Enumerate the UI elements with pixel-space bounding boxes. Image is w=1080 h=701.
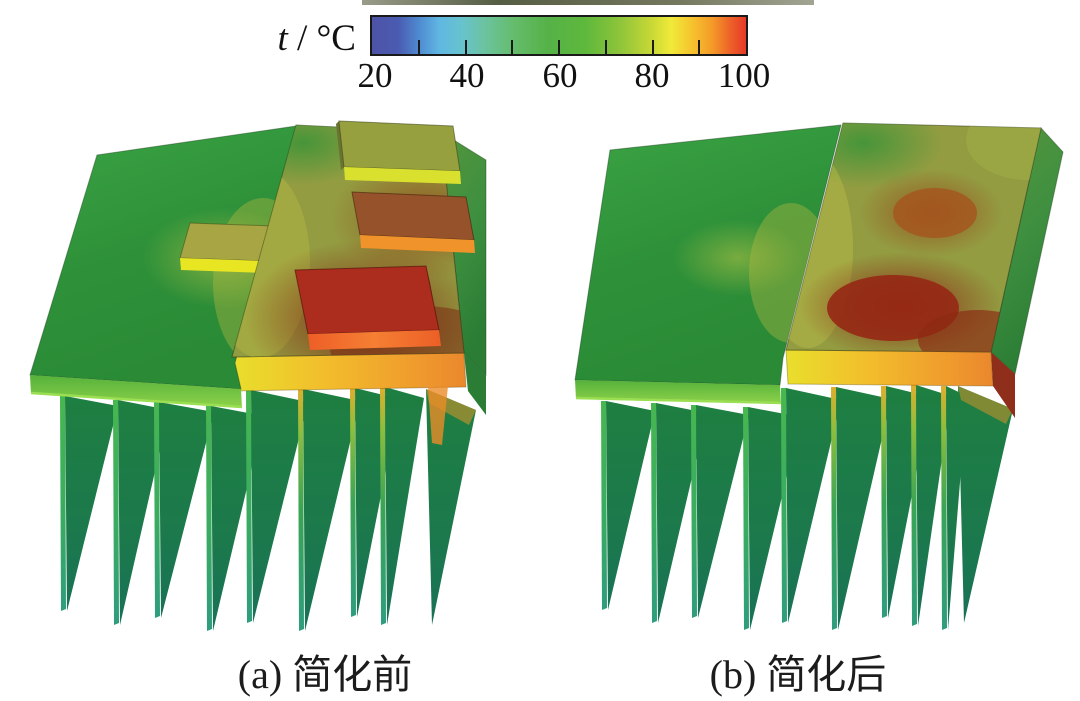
colorbar-tick-label: 60 [542, 56, 578, 95]
colorbar-minor-tick [698, 40, 701, 54]
heatsink-a-chip-middle [351, 191, 475, 253]
colorbar-minor-tick [604, 40, 607, 54]
heatsink-b-substrate-corner [991, 352, 1015, 418]
colorbar-tick-labels: 20 40 60 80 100 [355, 56, 775, 96]
heatsink-a-chip-back [336, 120, 461, 184]
heatsink-rendering-before [29, 120, 487, 631]
heatsink-b-substrate-front [785, 349, 994, 387]
heatsink-b-hotspot-upper [859, 169, 1003, 257]
colorbar [370, 15, 748, 56]
heatsink-a-small-block [179, 222, 275, 273]
caption-panel-b: (b) 简化后 [709, 652, 887, 697]
colorbar-tick-label: 40 [449, 56, 485, 95]
colorbar-title: t / °C [248, 19, 356, 59]
heatsink-b-fins [601, 385, 1013, 630]
heatsink-rendering-after [574, 122, 1064, 630]
heatsink-b-edge-fin [958, 386, 1013, 623]
heatsink-a-substrate-front [231, 352, 467, 392]
colorbar-symbol: t [277, 18, 288, 59]
colorbar-tick-label: 100 [717, 56, 771, 95]
colorbar-separator: / [287, 18, 317, 59]
colorbar-tick-label: 80 [634, 56, 670, 95]
cropped-artifact-strip [362, 0, 814, 5]
colorbar-minor-tick [417, 40, 420, 54]
colorbar-minor-tick [558, 40, 560, 54]
colorbar-unit: °C [316, 18, 356, 59]
colorbar-tick-label: 20 [357, 56, 393, 95]
heatsink-a-fins [60, 387, 476, 631]
heatsink-a-edge-fin [426, 389, 476, 625]
caption-panel-a: (a) 简化前 [237, 652, 413, 697]
heatsink-a-chip-front-large [294, 265, 441, 350]
colorbar-minor-tick [511, 40, 514, 54]
colorbar-minor-tick [464, 40, 467, 54]
colorbar-minor-tick [651, 40, 654, 54]
heatsink-a-base-front-face [30, 375, 242, 408]
